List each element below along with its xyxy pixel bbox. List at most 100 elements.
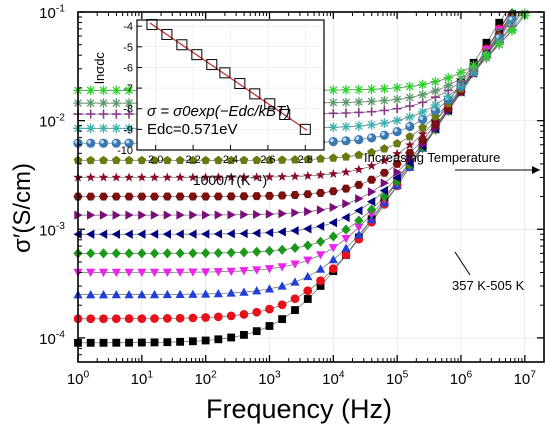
data-point bbox=[149, 289, 160, 299]
data-point bbox=[354, 150, 364, 159]
data-point bbox=[200, 172, 211, 182]
inset-x-tick-label: 2.4 bbox=[223, 154, 238, 166]
data-point bbox=[111, 314, 121, 324]
data-point bbox=[341, 224, 351, 235]
data-point bbox=[354, 215, 364, 226]
data-point bbox=[315, 170, 326, 180]
x-tick-label: 103 bbox=[258, 370, 281, 388]
data-point bbox=[495, 18, 504, 27]
data-point bbox=[404, 92, 415, 103]
data-point bbox=[430, 76, 441, 87]
data-point bbox=[278, 208, 287, 219]
data-point bbox=[303, 154, 313, 164]
data-point bbox=[201, 336, 210, 345]
data-point bbox=[188, 268, 198, 277]
data-point bbox=[111, 172, 122, 182]
inset-y-tick-label: -6 bbox=[123, 62, 133, 74]
data-point bbox=[124, 98, 134, 108]
data-point bbox=[175, 248, 185, 259]
data-point bbox=[366, 119, 377, 130]
series-markers bbox=[73, 26, 504, 278]
data-point bbox=[290, 277, 300, 286]
data-point bbox=[253, 209, 262, 220]
data-point bbox=[86, 248, 96, 259]
data-point bbox=[252, 307, 262, 317]
data-point bbox=[213, 312, 223, 322]
data-point bbox=[265, 209, 275, 219]
data-point bbox=[290, 226, 299, 236]
data-point bbox=[481, 50, 492, 61]
inset-data-point bbox=[161, 28, 173, 40]
data-point bbox=[354, 135, 364, 145]
data-point bbox=[341, 136, 351, 146]
data-point bbox=[150, 155, 159, 165]
data-point bbox=[162, 229, 172, 239]
inset-activation-energy: Edc=0.571eV bbox=[147, 121, 238, 138]
data-point bbox=[315, 221, 325, 231]
data-point bbox=[175, 229, 184, 239]
data-point bbox=[201, 289, 211, 298]
y-tick-label: 10-3 bbox=[39, 221, 65, 239]
data-point bbox=[494, 39, 505, 50]
data-point bbox=[137, 314, 147, 323]
data-point bbox=[342, 199, 351, 209]
data-point bbox=[98, 98, 109, 108]
data-point bbox=[188, 289, 198, 298]
data-point bbox=[328, 187, 338, 196]
data-point bbox=[303, 271, 313, 281]
data-point bbox=[328, 122, 339, 133]
inset-y-tick-label: -8 bbox=[123, 104, 133, 116]
data-point bbox=[98, 248, 109, 259]
data-point bbox=[240, 330, 248, 339]
data-point bbox=[417, 107, 428, 117]
main-plot-frame bbox=[77, 11, 545, 363]
data-point bbox=[201, 268, 211, 277]
annotation-range-pointer bbox=[454, 251, 471, 276]
data-point bbox=[124, 109, 134, 119]
data-point bbox=[188, 337, 197, 346]
data-point bbox=[355, 194, 364, 204]
data-point bbox=[124, 123, 134, 134]
data-point bbox=[404, 112, 415, 122]
data-point bbox=[277, 191, 287, 200]
data-point bbox=[162, 314, 172, 323]
data-point bbox=[100, 139, 104, 144]
data-point bbox=[264, 265, 275, 274]
data-point bbox=[290, 155, 300, 164]
data-point bbox=[86, 138, 96, 148]
data-point bbox=[137, 268, 147, 278]
data-point bbox=[111, 229, 120, 239]
data-point bbox=[124, 85, 134, 96]
data-point bbox=[227, 333, 236, 342]
data-point bbox=[328, 137, 338, 147]
data-point bbox=[418, 123, 428, 132]
data-point bbox=[354, 230, 364, 239]
data-point bbox=[354, 205, 363, 216]
data-point bbox=[366, 160, 377, 170]
data-point bbox=[353, 121, 364, 131]
data-point bbox=[443, 72, 454, 83]
data-point bbox=[99, 155, 108, 165]
inset-y-tick-label: -4 bbox=[123, 21, 133, 33]
data-point bbox=[277, 263, 287, 272]
data-point bbox=[341, 234, 351, 244]
data-point bbox=[456, 73, 466, 84]
data-point bbox=[98, 109, 109, 119]
data-point bbox=[149, 268, 160, 278]
data-point bbox=[303, 240, 313, 251]
data-point bbox=[290, 294, 300, 304]
data-point bbox=[124, 290, 134, 299]
data-point bbox=[379, 118, 390, 128]
data-point bbox=[328, 168, 339, 178]
inset-x-tick-label: 2.6 bbox=[260, 154, 275, 166]
data-point bbox=[304, 207, 313, 217]
data-point bbox=[316, 276, 325, 286]
inset-data-point bbox=[176, 39, 188, 51]
data-point bbox=[417, 79, 428, 90]
data-point bbox=[379, 130, 389, 140]
data-point bbox=[137, 338, 146, 347]
data-point bbox=[277, 300, 287, 310]
data-point bbox=[86, 192, 96, 201]
data-point bbox=[264, 245, 275, 257]
data-point bbox=[162, 268, 172, 277]
